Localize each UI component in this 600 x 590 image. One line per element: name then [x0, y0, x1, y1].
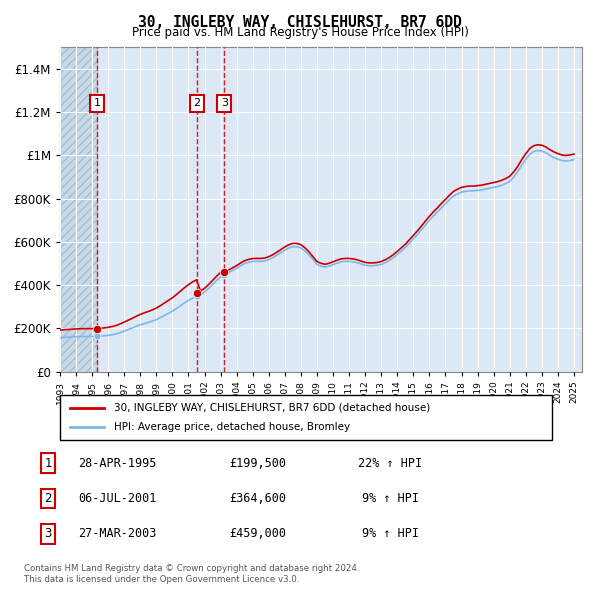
Text: HPI: Average price, detached house, Bromley: HPI: Average price, detached house, Brom…: [114, 422, 350, 432]
Text: £199,500: £199,500: [229, 457, 287, 470]
Text: Price paid vs. HM Land Registry's House Price Index (HPI): Price paid vs. HM Land Registry's House …: [131, 26, 469, 39]
Text: 2: 2: [193, 99, 200, 109]
Text: 30, INGLEBY WAY, CHISLEHURST, BR7 6DD: 30, INGLEBY WAY, CHISLEHURST, BR7 6DD: [138, 15, 462, 30]
Text: This data is licensed under the Open Government Licence v3.0.: This data is licensed under the Open Gov…: [24, 575, 299, 584]
Text: 3: 3: [44, 527, 52, 540]
Text: 2: 2: [44, 492, 52, 505]
Bar: [60, 47, 97, 372]
Text: Contains HM Land Registry data © Crown copyright and database right 2024.: Contains HM Land Registry data © Crown c…: [24, 565, 359, 573]
Text: 1: 1: [94, 99, 101, 109]
Text: 9% ↑ HPI: 9% ↑ HPI: [361, 492, 419, 505]
Text: 06-JUL-2001: 06-JUL-2001: [78, 492, 156, 505]
Text: 30, INGLEBY WAY, CHISLEHURST, BR7 6DD (detached house): 30, INGLEBY WAY, CHISLEHURST, BR7 6DD (d…: [114, 403, 430, 412]
Text: 1: 1: [44, 457, 52, 470]
Text: £364,600: £364,600: [229, 492, 287, 505]
Text: 9% ↑ HPI: 9% ↑ HPI: [361, 527, 419, 540]
Text: 3: 3: [221, 99, 228, 109]
Text: 28-APR-1995: 28-APR-1995: [78, 457, 156, 470]
Text: 22% ↑ HPI: 22% ↑ HPI: [358, 457, 422, 470]
Text: £459,000: £459,000: [229, 527, 287, 540]
Text: 27-MAR-2003: 27-MAR-2003: [78, 527, 156, 540]
